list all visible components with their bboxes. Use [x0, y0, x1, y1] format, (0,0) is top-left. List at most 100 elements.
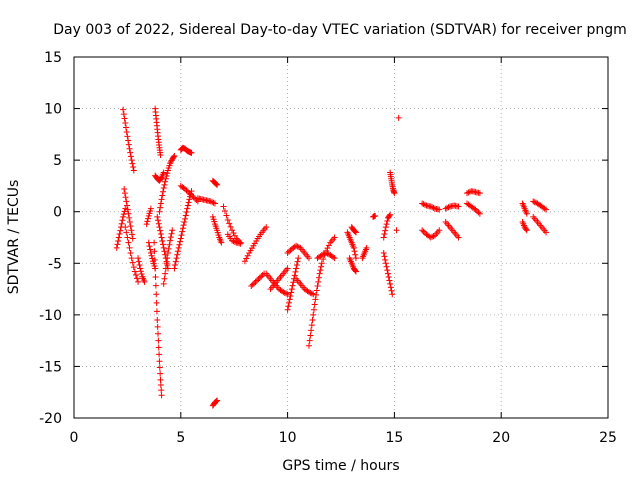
data-point	[122, 224, 129, 231]
data-point	[382, 227, 389, 234]
data-point	[125, 239, 132, 246]
data-point	[530, 198, 537, 205]
data-point	[419, 227, 426, 234]
data-point	[163, 172, 170, 179]
data-point	[131, 268, 138, 275]
data-point	[382, 256, 389, 263]
data-point	[386, 277, 393, 284]
data-point	[154, 213, 161, 220]
grid-lines	[74, 57, 608, 418]
data-point	[324, 250, 331, 257]
data-point	[372, 212, 379, 219]
data-point	[316, 270, 323, 277]
series-arc-43	[419, 227, 443, 241]
data-point	[476, 190, 483, 197]
data-point	[155, 330, 162, 337]
data-point	[385, 274, 392, 281]
series-arc-39	[387, 169, 398, 197]
data-point	[157, 370, 164, 377]
series-arc-6	[145, 239, 159, 272]
data-point	[213, 181, 220, 188]
data-point	[118, 220, 125, 227]
series-arc-47	[464, 200, 483, 217]
data-point	[387, 211, 394, 218]
data-point	[308, 327, 315, 334]
data-point	[187, 193, 194, 200]
series-arc-3	[121, 186, 136, 242]
data-point	[350, 244, 357, 251]
data-point	[226, 220, 233, 227]
data-point	[310, 311, 317, 318]
data-point	[285, 303, 292, 310]
data-point	[135, 258, 142, 265]
series-arc-8	[152, 105, 164, 158]
data-point	[157, 151, 164, 158]
data-point	[171, 153, 178, 160]
data-point	[427, 203, 434, 210]
data-point	[127, 149, 134, 156]
data-point	[124, 202, 131, 209]
data-point	[148, 252, 155, 259]
data-point	[134, 275, 141, 282]
data-point	[151, 239, 158, 246]
data-point	[157, 376, 164, 383]
data-point	[127, 153, 134, 160]
data-point	[293, 265, 300, 272]
data-point	[174, 248, 181, 255]
data-point	[280, 289, 287, 296]
data-point	[523, 226, 530, 233]
series-arc-12	[156, 153, 178, 215]
data-point	[128, 255, 135, 262]
data-point	[420, 201, 427, 208]
data-point	[179, 228, 186, 235]
data-point	[455, 203, 462, 210]
data-point	[137, 265, 144, 272]
data-point	[155, 220, 162, 227]
y-axis-label: SDTVAR / TECUs	[6, 180, 22, 295]
data-point	[230, 230, 237, 237]
data-point	[157, 381, 164, 388]
data-point	[384, 270, 391, 277]
data-point	[122, 120, 129, 127]
series-arc-20	[209, 177, 221, 188]
y-tick-label: -15	[39, 359, 62, 375]
x-tick-label: 25	[599, 430, 617, 446]
data-point	[436, 206, 443, 213]
data-point	[125, 210, 132, 217]
data-point	[473, 208, 480, 215]
data-point	[161, 181, 168, 188]
data-point	[126, 214, 133, 221]
data-point	[380, 234, 387, 241]
series-arc-27	[284, 255, 302, 313]
series-arc-37	[380, 211, 394, 241]
data-point	[292, 268, 299, 275]
x-axis-label: GPS time / hours	[282, 458, 399, 474]
data-point	[309, 317, 316, 324]
data-point	[115, 237, 122, 244]
data-point	[182, 215, 189, 222]
data-point	[123, 229, 130, 236]
data-point	[241, 258, 248, 265]
data-point	[167, 158, 174, 165]
data-point	[227, 223, 234, 230]
data-point	[295, 255, 302, 262]
data-point	[162, 270, 169, 277]
data-point	[151, 248, 158, 255]
series-arc-49	[519, 219, 530, 234]
data-point	[444, 204, 451, 211]
data-point	[141, 278, 148, 285]
data-point	[363, 244, 370, 251]
series-arc-46	[464, 188, 483, 197]
x-tick-label: 5	[176, 430, 185, 446]
y-tick-label: -10	[39, 308, 62, 324]
x-tick-label: 20	[492, 430, 510, 446]
data-point	[213, 398, 220, 405]
data-point	[164, 170, 171, 177]
data-point	[389, 291, 396, 298]
data-point	[114, 241, 121, 248]
data-point	[168, 230, 175, 237]
data-point	[382, 260, 389, 267]
data-point	[164, 255, 171, 262]
data-point	[117, 227, 124, 234]
data-point	[293, 262, 300, 269]
